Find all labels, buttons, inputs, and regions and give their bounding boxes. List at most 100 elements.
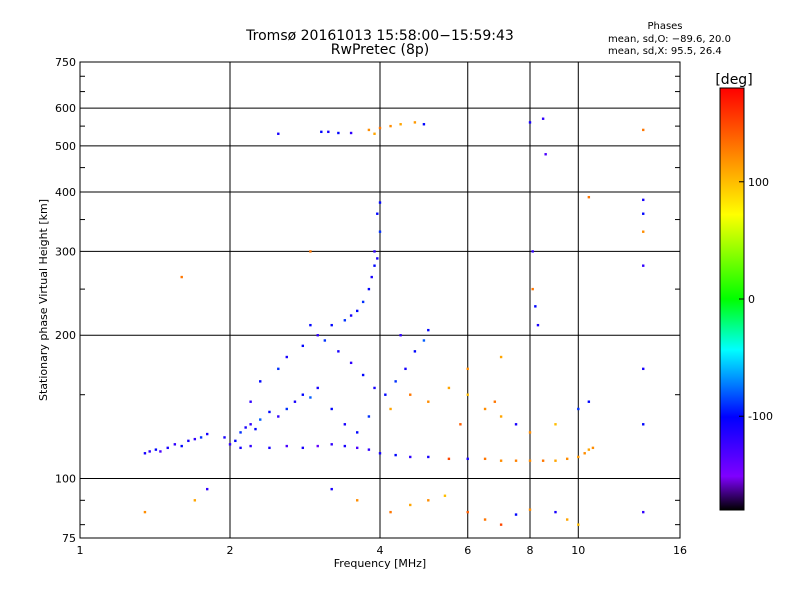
data-point bbox=[378, 452, 382, 455]
colorbar-tick-label: -100 bbox=[748, 410, 773, 423]
data-point bbox=[205, 432, 209, 436]
stats-o-line: mean, sd,O: −89.6, 20.0 bbox=[608, 34, 731, 45]
data-point bbox=[355, 446, 359, 450]
data-point bbox=[309, 396, 312, 399]
data-point bbox=[583, 452, 586, 455]
data-point bbox=[349, 361, 353, 365]
data-point bbox=[180, 444, 183, 448]
data-point bbox=[343, 423, 347, 426]
data-point bbox=[301, 344, 305, 348]
data-point bbox=[268, 446, 271, 450]
data-point bbox=[285, 444, 288, 448]
data-point bbox=[327, 130, 330, 134]
x-tick-label: 10 bbox=[571, 544, 585, 557]
data-point bbox=[376, 212, 379, 215]
data-point bbox=[554, 510, 557, 514]
data-point bbox=[239, 431, 242, 434]
data-point bbox=[483, 518, 487, 521]
data-point bbox=[244, 426, 247, 429]
data-point bbox=[427, 328, 430, 332]
data-point bbox=[293, 400, 297, 403]
data-point bbox=[531, 287, 534, 291]
data-point bbox=[394, 453, 397, 457]
y-tick-label: 200 bbox=[55, 329, 76, 342]
data-point bbox=[316, 334, 319, 337]
data-point bbox=[528, 459, 532, 462]
data-point bbox=[349, 314, 353, 317]
data-point bbox=[514, 459, 518, 462]
data-point bbox=[554, 423, 557, 426]
data-point bbox=[234, 439, 237, 443]
data-point bbox=[499, 415, 503, 418]
data-point bbox=[277, 132, 280, 135]
data-point bbox=[514, 513, 518, 516]
data-point bbox=[536, 323, 540, 327]
data-point bbox=[642, 423, 645, 426]
data-point bbox=[370, 275, 373, 279]
data-point bbox=[268, 410, 271, 414]
data-point bbox=[577, 523, 580, 526]
data-point bbox=[642, 510, 645, 514]
data-point bbox=[323, 339, 327, 342]
data-point bbox=[541, 459, 545, 462]
data-point bbox=[413, 121, 417, 124]
data-point bbox=[587, 448, 591, 451]
grid-lines bbox=[80, 62, 680, 538]
data-point bbox=[459, 423, 462, 426]
colorbar-label: [deg] bbox=[715, 72, 752, 88]
data-point bbox=[249, 400, 252, 403]
data-point bbox=[187, 439, 190, 443]
data-point bbox=[373, 264, 376, 267]
y-tick-label: 500 bbox=[55, 140, 76, 153]
data-point bbox=[143, 510, 147, 514]
data-point bbox=[316, 386, 319, 390]
colorbar-tick-label: 0 bbox=[748, 293, 755, 306]
data-point bbox=[361, 300, 365, 304]
data-point bbox=[514, 423, 518, 426]
data-point bbox=[591, 446, 595, 450]
y-axis-label: Stationary phase Virtual Height [km] bbox=[37, 199, 50, 401]
data-point bbox=[205, 487, 209, 491]
data-point bbox=[413, 350, 417, 353]
data-point bbox=[199, 436, 203, 439]
y-axis-ticks: 75 100 200 300 400 500 600 750 bbox=[55, 56, 76, 545]
x-axis-label: Frequency [MHz] bbox=[334, 557, 426, 570]
data-point bbox=[389, 407, 392, 411]
data-point bbox=[373, 250, 376, 253]
data-point bbox=[349, 131, 353, 135]
data-point bbox=[642, 212, 645, 215]
data-point bbox=[399, 334, 402, 337]
data-point bbox=[249, 444, 252, 448]
x-tick-label: 8 bbox=[527, 544, 534, 557]
data-point bbox=[466, 393, 469, 396]
data-point bbox=[389, 124, 392, 128]
data-point bbox=[409, 393, 412, 396]
data-point bbox=[378, 201, 382, 204]
stats-x-line: mean, sd,X: 95.5, 26.4 bbox=[608, 46, 722, 57]
data-point bbox=[447, 386, 451, 390]
data-point bbox=[404, 367, 407, 371]
data-point bbox=[355, 431, 359, 434]
data-point bbox=[309, 250, 312, 253]
data-point bbox=[466, 510, 469, 514]
data-point bbox=[343, 319, 347, 322]
data-point bbox=[337, 350, 340, 353]
data-point bbox=[427, 400, 430, 403]
data-point bbox=[355, 309, 359, 313]
data-point bbox=[409, 455, 412, 459]
data-point bbox=[301, 393, 305, 396]
data-point bbox=[544, 153, 547, 156]
x-tick-label: 1 bbox=[77, 544, 84, 557]
data-point bbox=[554, 459, 557, 462]
data-point bbox=[166, 446, 169, 450]
data-point bbox=[422, 339, 426, 342]
data-point bbox=[528, 431, 532, 434]
data-point bbox=[367, 448, 371, 451]
scatter-points bbox=[143, 117, 645, 526]
data-point bbox=[373, 386, 376, 390]
data-point bbox=[180, 275, 183, 279]
data-point bbox=[642, 367, 645, 371]
data-point bbox=[378, 126, 382, 130]
data-point bbox=[367, 128, 371, 132]
